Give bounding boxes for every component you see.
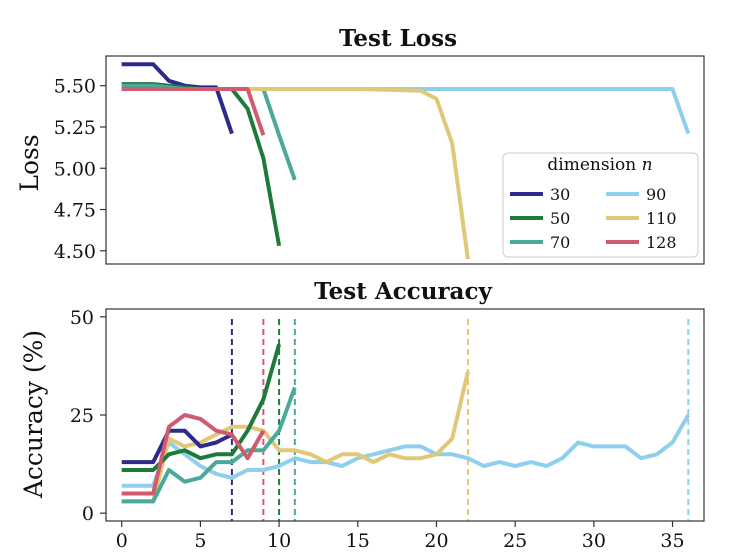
loss-line-n90 — [121, 87, 691, 135]
legend-title: dimension n — [547, 155, 652, 175]
loss-y-tick-label: 5.00 — [54, 158, 96, 180]
legend-label-n90: 90 — [646, 185, 666, 204]
accuracy-y-axis-label: Accuracy (%) — [19, 330, 48, 499]
accuracy-x-tick-label: 10 — [267, 530, 291, 552]
accuracy-panel: Test Accuracy Accuracy (%) 50 25 0 0 5 10 15 2… — [19, 278, 705, 552]
loss-panel: Test Loss Loss 5.50 5.25 5.00 4.75 4.50 dime… — [15, 25, 705, 265]
loss-chart-title: Test Loss — [339, 25, 457, 52]
loss-plot-frame — [105, 55, 705, 265]
loss-line-n70 — [121, 83, 297, 181]
accuracy-line-n50 — [121, 343, 282, 472]
loss-series-lines — [121, 62, 691, 260]
accuracy-x-tick-label: 20 — [424, 530, 448, 552]
accuracy-x-tick-label: 35 — [660, 530, 684, 552]
loss-y-tick-label: 5.25 — [54, 117, 96, 139]
legend-box — [502, 152, 699, 258]
accuracy-line-n128 — [121, 413, 266, 496]
accuracy-line-n90 — [121, 414, 691, 488]
accuracy-x-tick-label: 15 — [346, 530, 370, 552]
loss-y-tick-label: 4.50 — [54, 241, 96, 263]
accuracy-line-n70 — [121, 386, 297, 504]
accuracy-x-tick-label: 25 — [503, 530, 527, 552]
accuracy-x-tick-label: 5 — [194, 530, 206, 552]
loss-line-n128 — [121, 87, 266, 136]
legend-label-n70: 70 — [550, 233, 570, 252]
loss-line-n30 — [121, 62, 234, 135]
accuracy-series-lines — [121, 343, 691, 504]
accuracy-plot-frame — [105, 308, 705, 522]
accuracy-chart-title: Test Accuracy — [314, 278, 492, 305]
legend-label-n110: 110 — [646, 209, 677, 228]
accuracy-y-tick-label: 0 — [82, 503, 94, 525]
accuracy-x-ticks: 0 5 10 15 20 25 30 35 — [116, 521, 685, 552]
loss-y-axis-label: Loss — [15, 134, 44, 191]
accuracy-line-n110 — [121, 371, 470, 504]
legend-label-n128: 128 — [646, 233, 677, 252]
legend: dimension n 30 50 70 90 110 128 — [502, 152, 699, 258]
legend-label-n30: 30 — [550, 185, 570, 204]
loss-y-tick-label: 5.50 — [54, 76, 96, 98]
loss-y-ticks: 5.50 5.25 5.00 4.75 4.50 — [54, 76, 106, 263]
accuracy-x-tick-label: 30 — [582, 530, 606, 552]
accuracy-y-tick-label: 25 — [70, 405, 94, 427]
legend-label-n50: 50 — [550, 209, 570, 228]
accuracy-y-tick-label: 50 — [70, 307, 94, 329]
accuracy-x-tick-label: 0 — [116, 530, 128, 552]
loss-y-tick-label: 4.75 — [54, 200, 96, 222]
accuracy-vlines — [230, 319, 690, 521]
accuracy-line-n30 — [121, 428, 233, 465]
accuracy-y-ticks: 50 25 0 — [70, 307, 106, 525]
